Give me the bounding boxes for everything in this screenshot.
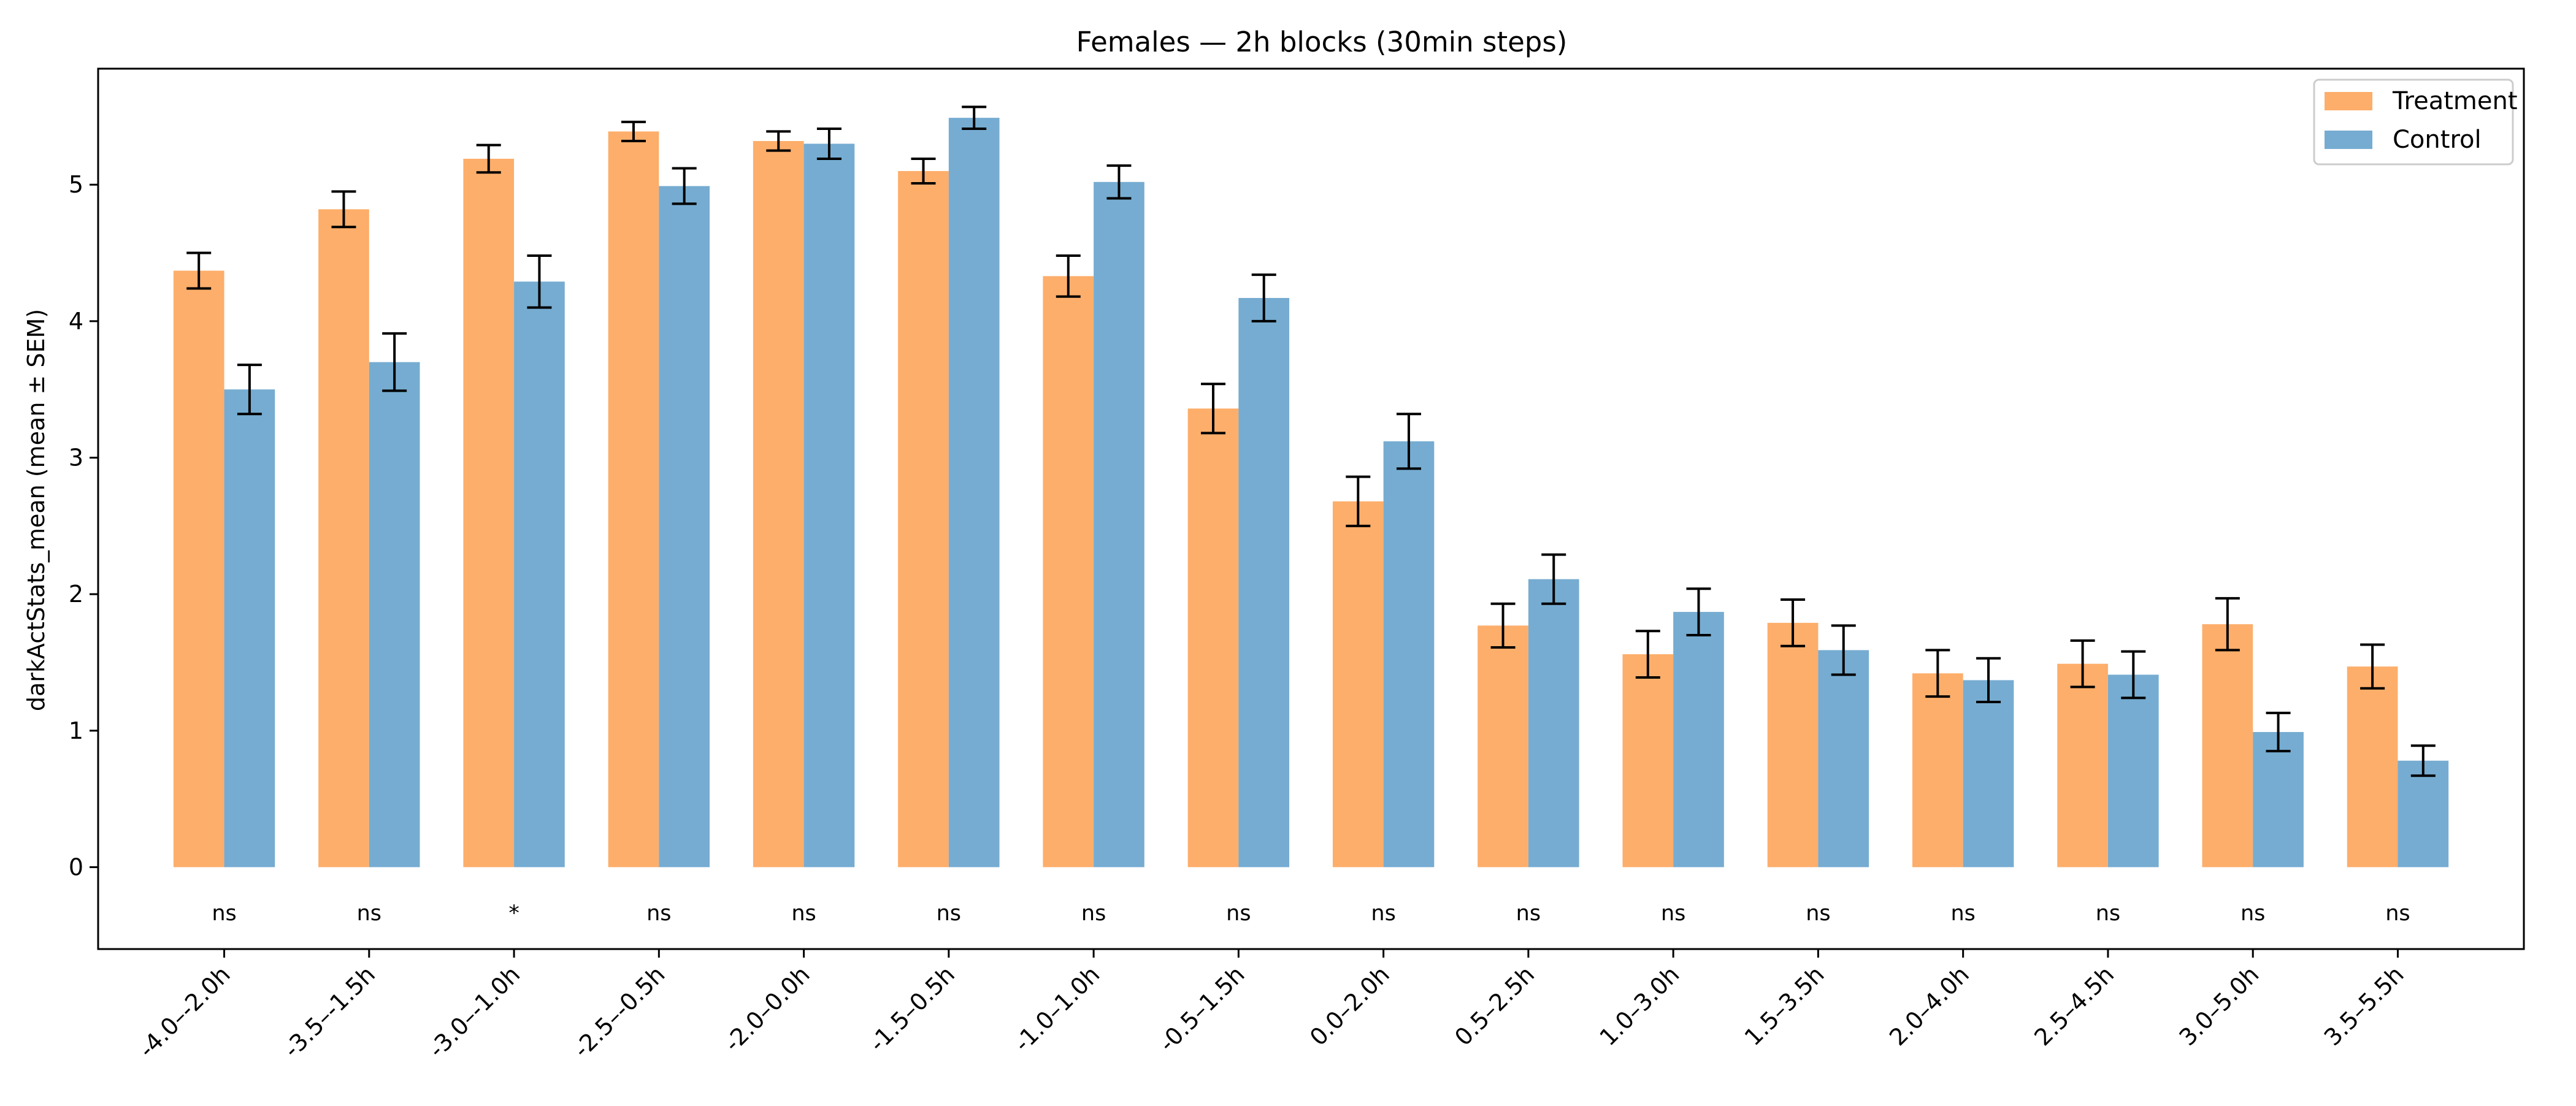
legend-label-treatment: Treatment	[2392, 87, 2518, 115]
x-tick-label: 3.0–5.0h	[2174, 961, 2264, 1051]
x-tick-label: -0.5–1.5h	[1154, 961, 1250, 1057]
bar-control	[2398, 760, 2449, 868]
y-tick-label: 0	[69, 853, 83, 880]
bar-control	[1818, 650, 1869, 868]
bar-control	[1673, 612, 1724, 868]
bar-treatment	[753, 140, 804, 868]
bar-treatment	[2347, 666, 2398, 868]
chart-marks: 0 1 2 3 4 5 ns -4.0–-2.0h ns -3.5–-1.5h * -3.0–-1.0…	[69, 105, 2449, 1063]
significance-label: ns	[1806, 901, 1830, 926]
x-tick-label: 2.0–4.0h	[1884, 961, 1974, 1051]
bar-treatment	[1043, 276, 1094, 868]
bar-treatment	[1767, 622, 1819, 868]
significance-label: ns	[1950, 901, 1975, 926]
x-tick-label: -2.0–0.0h	[719, 961, 815, 1057]
bar-control	[1528, 579, 1579, 868]
significance-label: ns	[2241, 901, 2265, 926]
significance-label: ns	[1661, 901, 1685, 926]
legend-swatch-control	[2325, 131, 2372, 149]
significance-label: ns	[791, 901, 816, 926]
bar-control	[224, 389, 275, 868]
significance-label: ns	[357, 901, 381, 926]
x-tick-label: 2.5–4.5h	[2029, 961, 2119, 1051]
legend-label-control: Control	[2393, 126, 2482, 154]
x-tick-label: 0.0–2.0h	[1305, 961, 1395, 1051]
bar-control	[1238, 298, 1290, 868]
bar-treatment	[173, 270, 224, 868]
bar-control	[1094, 181, 1144, 868]
x-tick-label: -1.0–1.0h	[1009, 961, 1105, 1057]
y-tick-label: 5	[69, 171, 83, 198]
x-tick-label: 0.5–2.5h	[1449, 961, 1539, 1051]
y-tick-label: 2	[69, 581, 83, 608]
significance-label: ns	[1516, 901, 1541, 926]
chart-title: Females — 2h blocks (30min steps)	[1076, 26, 1568, 58]
x-tick-label: 1.5–3.5h	[1739, 961, 1830, 1051]
bar-control	[514, 281, 565, 868]
bar-control	[803, 143, 855, 868]
bar-treatment	[2202, 624, 2253, 868]
significance-label: ns	[646, 901, 671, 926]
significance-label: ns	[2096, 901, 2120, 926]
bar-control	[1383, 441, 1435, 868]
y-tick-label: 3	[69, 444, 83, 471]
bar-treatment	[1478, 625, 1528, 868]
legend: Treatment Control	[2313, 78, 2518, 166]
bar-treatment	[898, 170, 949, 868]
bar-treatment	[318, 209, 369, 868]
bar-treatment	[1187, 408, 1239, 868]
significance-label: ns	[212, 901, 236, 926]
significance-label: ns	[1081, 901, 1106, 926]
bar-control	[1963, 680, 2014, 868]
bar-treatment	[608, 131, 659, 868]
bar-treatment	[1912, 673, 1963, 868]
legend-swatch-treatment	[2325, 92, 2372, 110]
significance-label: ns	[937, 901, 961, 926]
significance-label: ns	[1226, 901, 1251, 926]
bar-control	[2253, 732, 2304, 868]
y-axis-label: darkActStats_mean (mean ± SEM)	[23, 309, 50, 711]
bar-control	[2107, 674, 2159, 868]
bar-treatment	[2057, 663, 2108, 868]
bar-treatment	[463, 158, 515, 868]
y-tick-label: 4	[69, 308, 83, 335]
x-tick-label: -1.5–0.5h	[864, 961, 960, 1057]
x-tick-label: 1.0–3.0h	[1594, 961, 1684, 1051]
bar-control	[369, 362, 420, 868]
bar-treatment	[1332, 501, 1384, 868]
significance-label: ns	[2385, 901, 2410, 926]
significance-label: *	[508, 901, 519, 926]
x-tick-label: -2.5–-0.5h	[568, 961, 670, 1062]
bar-treatment	[1622, 654, 1674, 868]
significance-label: ns	[1371, 901, 1395, 926]
x-tick-label: 3.5–5.5h	[2319, 961, 2409, 1051]
x-tick-label: -3.0–-1.0h	[423, 961, 525, 1062]
y-tick-label: 1	[69, 717, 83, 744]
x-tick-label: -3.5–-1.5h	[278, 961, 380, 1062]
plot-frame	[97, 67, 2525, 950]
bar-control	[948, 118, 1000, 868]
bar-control	[659, 186, 710, 868]
x-tick-label: -4.0–-2.0h	[133, 961, 235, 1062]
